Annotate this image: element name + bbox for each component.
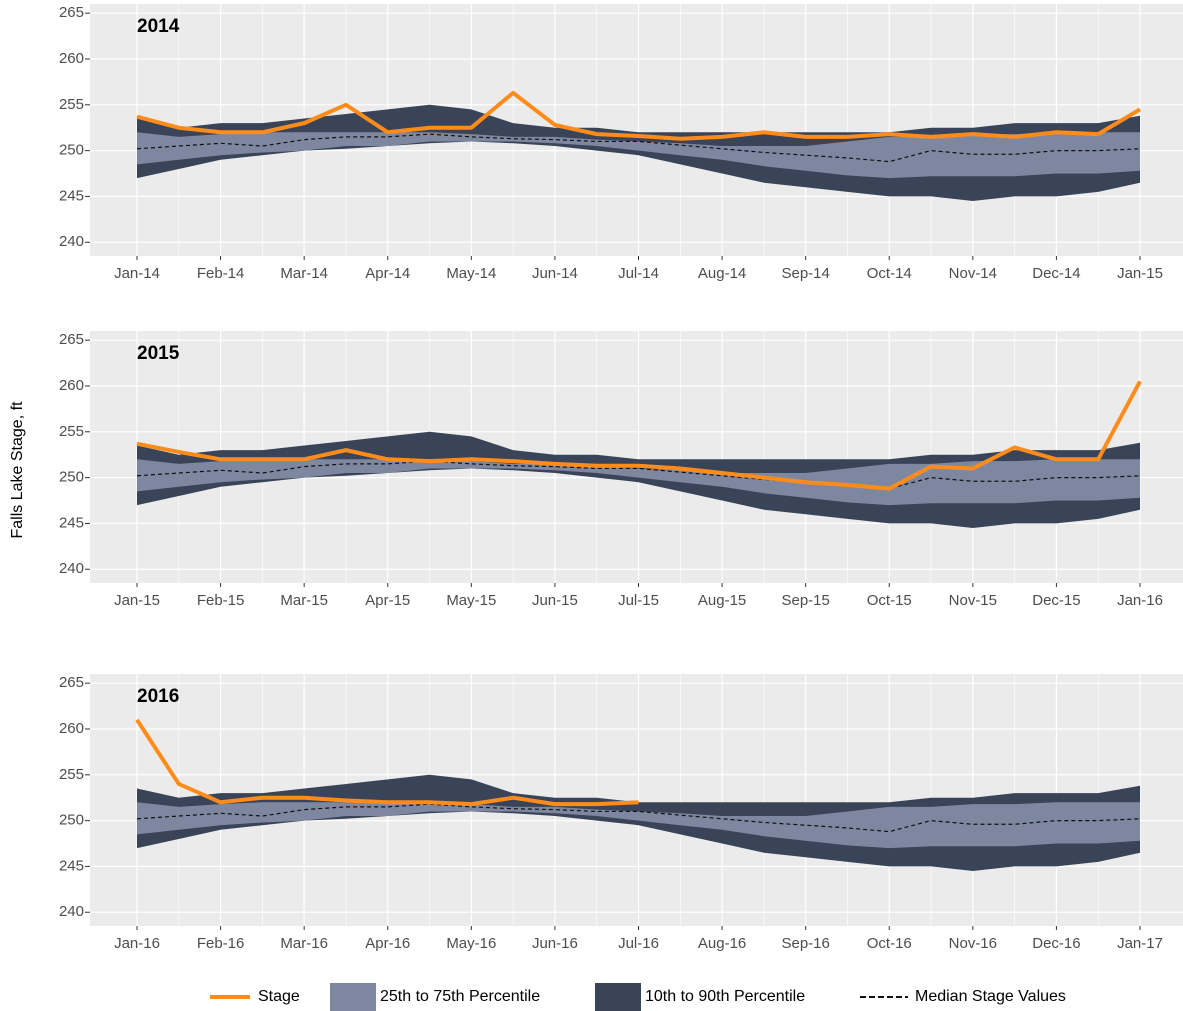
x-tick-label: Feb-14 [197, 265, 245, 282]
x-tick-label: Aug-14 [698, 265, 746, 282]
x-tick-label: Oct-16 [867, 935, 912, 952]
stage-line [136, 380, 1142, 491]
x-tick-label: Jan-14 [114, 265, 160, 282]
x-tick-label: Nov-15 [949, 592, 997, 609]
y-tick-label: 245 [59, 857, 84, 874]
y-tick-label: 245 [59, 187, 84, 204]
x-tick-label: Feb-16 [197, 935, 245, 952]
y-tick-label: 265 [59, 674, 84, 691]
x-tick-label: Jan-16 [114, 935, 160, 952]
x-tick-label: Jun-14 [532, 265, 578, 282]
stage-line [135, 718, 639, 807]
x-tick-label: May-14 [446, 265, 496, 282]
x-tick-label: Mar-15 [280, 592, 328, 609]
panel-title: 2015 [137, 343, 180, 364]
stage-line [136, 90, 1142, 141]
y-tick-label: 240 [59, 903, 84, 920]
x-tick-label: Apr-16 [365, 935, 410, 952]
legend-label: Median Stage Values [915, 988, 1066, 1005]
legend-label: 10th to 90th Percentile [645, 988, 805, 1005]
x-tick-label: Mar-14 [280, 265, 328, 282]
band-25-75 [137, 132, 1140, 179]
x-tick-label: Jul-15 [618, 592, 659, 609]
x-tick-label: Dec-14 [1032, 265, 1080, 282]
x-tick-label: May-15 [446, 592, 496, 609]
panel-title: 2016 [137, 686, 179, 707]
x-tick-label: Aug-15 [698, 592, 746, 609]
band-25-75 [137, 459, 1140, 506]
y-tick-label: 240 [59, 233, 84, 250]
x-tick-label: Jun-15 [532, 592, 578, 609]
y-tick-label: 250 [59, 812, 84, 829]
x-tick-label: Apr-14 [365, 265, 410, 282]
x-tick-label: Mar-16 [280, 935, 328, 952]
x-tick-label: Sep-15 [781, 592, 829, 609]
y-axis-label: Falls Lake Stage, ft [9, 401, 26, 539]
x-tick-label: Dec-15 [1032, 592, 1080, 609]
legend-key [595, 983, 641, 1011]
y-tick-label: 260 [59, 720, 84, 737]
x-tick-label: Jul-16 [618, 935, 659, 952]
x-tick-label: Jul-14 [618, 265, 659, 282]
y-tick-label: 260 [59, 50, 84, 67]
x-tick-label: May-16 [446, 935, 496, 952]
legend-key [330, 983, 376, 1011]
x-tick-label: Oct-14 [867, 265, 912, 282]
x-tick-label: Jun-16 [532, 935, 578, 952]
x-tick-label: Jan-15 [114, 592, 160, 609]
y-tick-label: 255 [59, 96, 84, 113]
x-tick-label: Jan-15 [1117, 265, 1163, 282]
x-tick-label: Aug-16 [698, 935, 746, 952]
x-tick-label: Sep-16 [781, 935, 829, 952]
band-25-75 [137, 802, 1140, 849]
x-tick-label: Oct-15 [867, 592, 912, 609]
y-tick-label: 265 [59, 331, 84, 348]
x-tick-label: Feb-15 [197, 592, 245, 609]
y-tick-label: 255 [59, 423, 84, 440]
legend-label: Stage [258, 988, 300, 1005]
x-tick-label: Jan-16 [1117, 592, 1163, 609]
y-tick-label: 250 [59, 142, 84, 159]
x-tick-label: Sep-14 [781, 265, 829, 282]
x-tick-label: Apr-15 [365, 592, 410, 609]
y-tick-label: 260 [59, 377, 84, 394]
y-tick-label: 250 [59, 469, 84, 486]
x-tick-label: Nov-16 [949, 935, 997, 952]
x-tick-label: Jan-17 [1117, 935, 1163, 952]
y-tick-label: 245 [59, 514, 84, 531]
y-tick-label: 240 [59, 560, 84, 577]
x-tick-label: Nov-14 [949, 265, 997, 282]
y-tick-label: 255 [59, 766, 84, 783]
panel-title: 2014 [137, 16, 180, 37]
x-tick-label: Dec-16 [1032, 935, 1080, 952]
legend-label: 25th to 75th Percentile [380, 988, 540, 1005]
y-tick-label: 265 [59, 4, 84, 21]
